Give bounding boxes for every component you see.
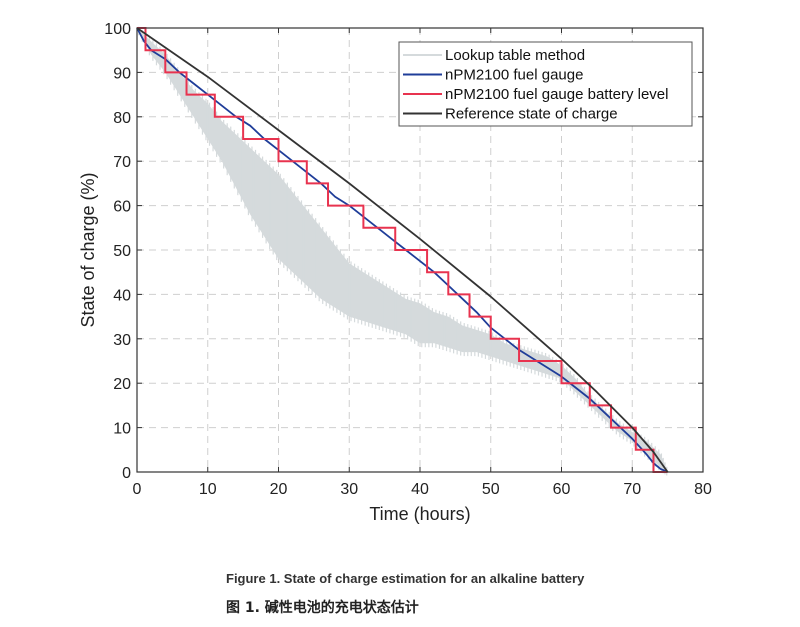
x-tick-label: 60 — [553, 481, 571, 498]
x-tick-label: 80 — [694, 481, 712, 498]
y-axis-title: State of charge (%) — [78, 172, 98, 327]
legend-label: Lookup table method — [445, 47, 585, 64]
x-tick-label: 20 — [270, 481, 288, 498]
y-tick-label: 10 — [113, 421, 131, 438]
x-tick-label: 30 — [340, 481, 358, 498]
y-tick-label: 50 — [113, 243, 131, 260]
series-layer — [136, 26, 669, 476]
x-tick-label: 10 — [199, 481, 217, 498]
x-tick-label: 50 — [482, 481, 500, 498]
y-tick-label: 40 — [113, 287, 131, 304]
reference-state-of-charge-series — [136, 27, 669, 473]
x-axis-title: Time (hours) — [369, 504, 470, 524]
legend-entry: nPM2100 fuel gauge battery level — [403, 86, 668, 103]
y-tick-label: 90 — [113, 65, 131, 82]
x-tick-label: 0 — [133, 481, 142, 498]
y-tick-label: 20 — [113, 376, 131, 393]
y-tick-label: 60 — [113, 199, 131, 216]
legend-box — [398, 41, 693, 127]
axis-ticks: 0 10 20 30 40 50 60 70 80 0 10 20 30 40 50 60 70 80 90 100 — [104, 21, 712, 498]
figure-caption-chinese: 图 1. 碱性电池的充电状态估计 — [226, 600, 419, 616]
x-tick-label: 70 — [623, 481, 641, 498]
legend-entry: nPM2100 fuel gauge — [403, 67, 583, 84]
legend-label: nPM2100 fuel gauge battery level — [445, 86, 668, 103]
x-tick-label: 40 — [411, 481, 429, 498]
soc-chart: 0 10 20 30 40 50 60 70 800102030405060708090100 … — [78, 21, 712, 524]
legend-entry: Lookup table method — [403, 47, 585, 64]
legend-label: Reference state of charge — [445, 106, 618, 123]
legend: Lookup table method nPM2100 fuel gauge nPM… — [398, 41, 693, 127]
legend-label: nPM2100 fuel gauge — [445, 67, 583, 84]
y-tick-label: 70 — [113, 154, 131, 171]
y-tick-label: 30 — [113, 332, 131, 349]
y-tick-label: 100 — [104, 21, 131, 38]
y-tick-label: 0 — [122, 465, 131, 482]
figure-caption-english: Figure 1. State of charge estimation for… — [226, 571, 585, 586]
legend-entry: Reference state of charge — [403, 106, 618, 123]
y-tick-label: 80 — [113, 110, 131, 127]
npm2100-fuel-gauge-battery-level-series — [137, 27, 668, 473]
